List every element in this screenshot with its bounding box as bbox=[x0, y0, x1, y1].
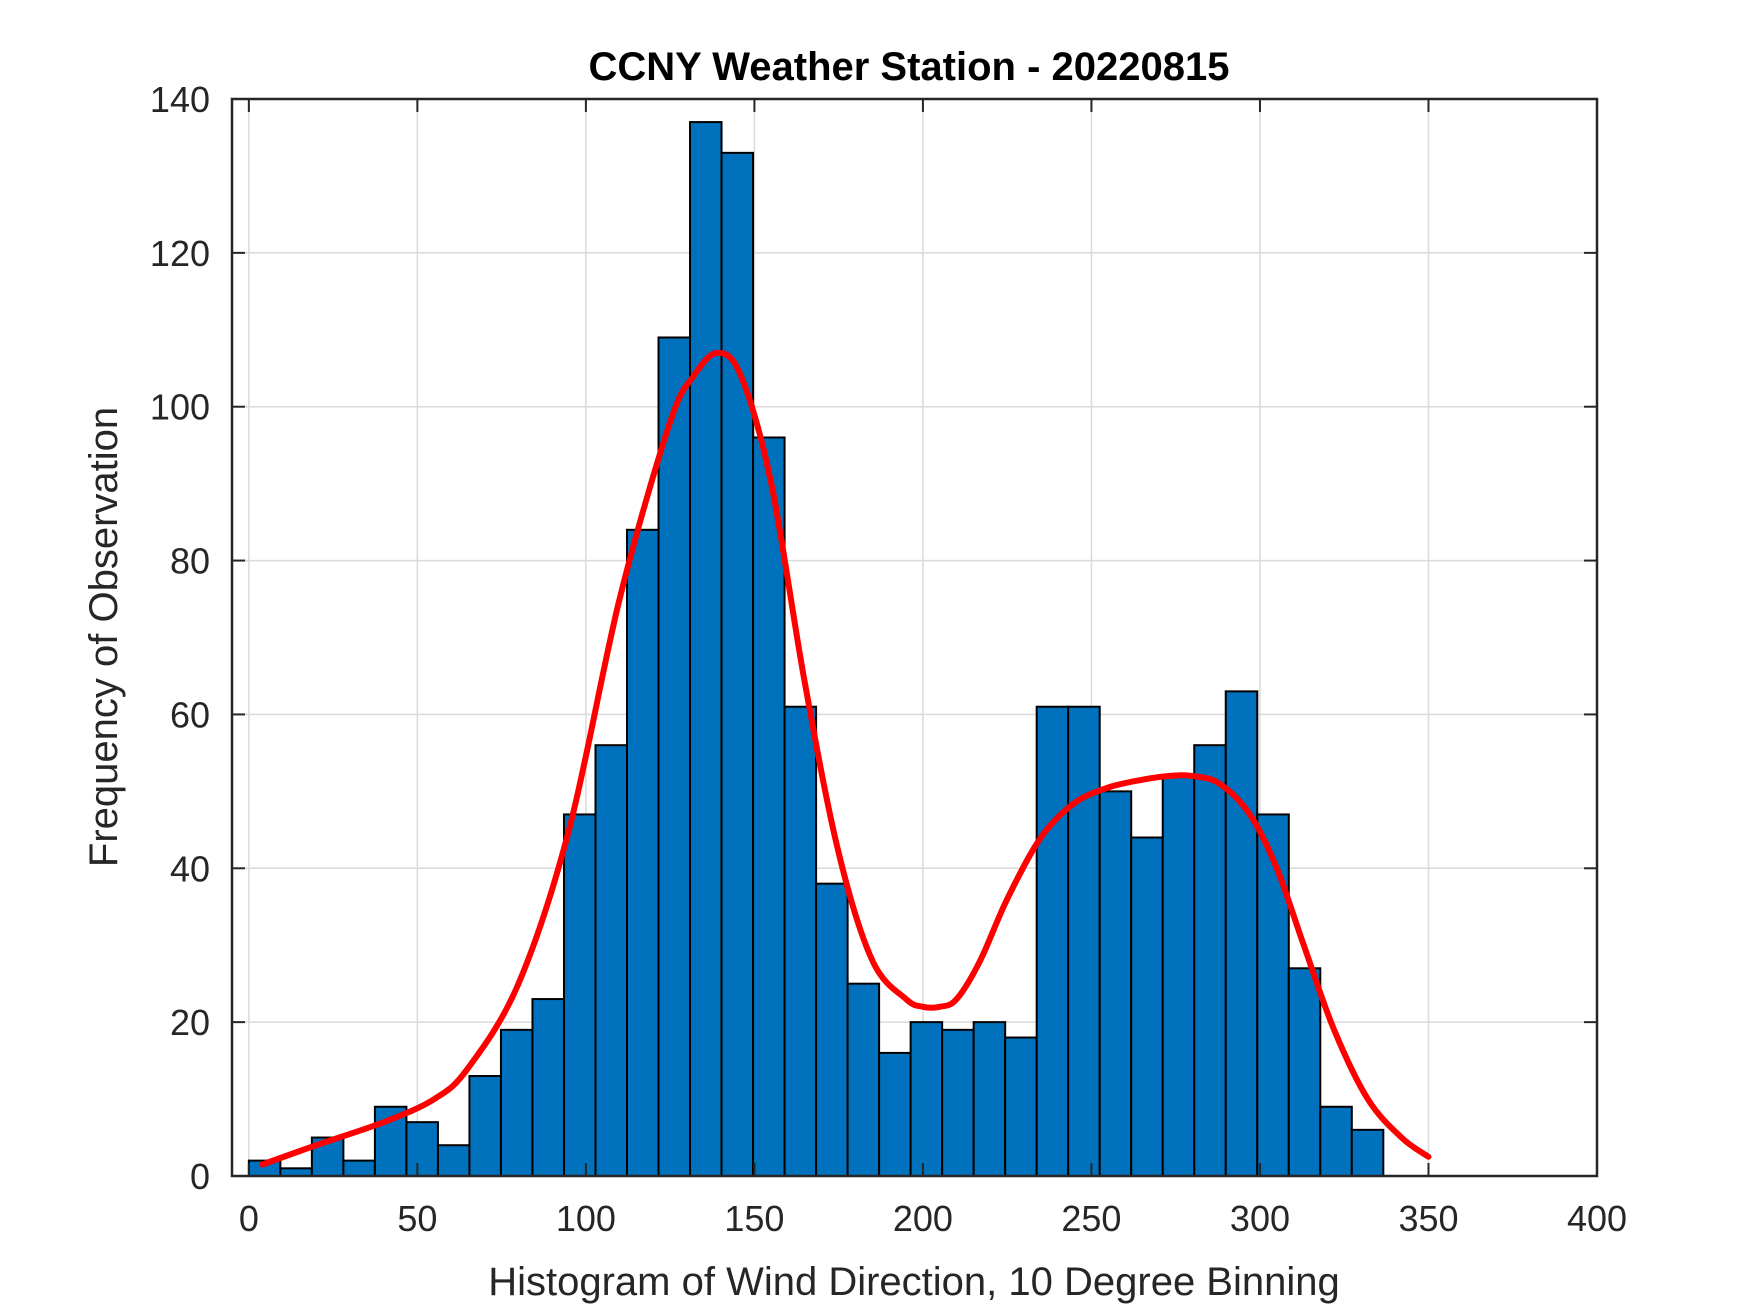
axes-box bbox=[230, 97, 1599, 1178]
histogram-bar bbox=[1004, 1036, 1038, 1177]
y-tick-label: 60 bbox=[170, 694, 210, 735]
y-tick-label: 120 bbox=[150, 233, 210, 274]
histogram-bar bbox=[972, 1021, 1007, 1178]
x-tick-label: 400 bbox=[1567, 1198, 1627, 1239]
histogram-bar bbox=[342, 1159, 376, 1177]
axis-ticks bbox=[232, 98, 1598, 1177]
histogram-bar bbox=[1319, 1105, 1353, 1177]
y-tick-label: 0 bbox=[190, 1156, 210, 1197]
histogram-bar bbox=[878, 1051, 912, 1178]
histogram-bar bbox=[405, 1121, 439, 1178]
histogram-bar bbox=[1350, 1128, 1385, 1178]
histogram-bar bbox=[783, 705, 818, 1177]
histogram-bar bbox=[1193, 744, 1227, 1177]
x-tick-label: 350 bbox=[1398, 1198, 1458, 1239]
x-tick-label: 200 bbox=[893, 1198, 953, 1239]
x-tick-label: 250 bbox=[1061, 1198, 1121, 1239]
y-tick-label: 20 bbox=[170, 1002, 210, 1043]
y-tick-labels: 0 20 40 60 80 100 120 140 bbox=[150, 79, 210, 1197]
histogram-bar bbox=[1130, 836, 1164, 1177]
histogram-bar bbox=[1067, 705, 1101, 1177]
y-axis-label: Frequency of Observation bbox=[82, 407, 126, 867]
y-tick-label: 100 bbox=[150, 387, 210, 428]
histogram-bar bbox=[1224, 690, 1259, 1177]
histogram-bar bbox=[594, 744, 629, 1177]
x-tick-labels: 0 50 100 150 200 250 300 350 400 bbox=[239, 1198, 1627, 1239]
histogram-bar bbox=[815, 882, 849, 1178]
histogram-bar bbox=[626, 528, 660, 1177]
histogram-bar bbox=[1098, 790, 1133, 1177]
x-tick-label: 0 bbox=[239, 1198, 259, 1239]
histogram-bar bbox=[846, 982, 881, 1178]
y-tick-label: 40 bbox=[170, 848, 210, 889]
fit-curve-line bbox=[259, 349, 1432, 1168]
x-tick-label: 50 bbox=[397, 1198, 437, 1239]
x-tick-label: 300 bbox=[1230, 1198, 1290, 1239]
histogram-bar bbox=[1161, 774, 1196, 1177]
x-tick-label: 100 bbox=[556, 1198, 616, 1239]
histogram-bar bbox=[720, 151, 755, 1178]
plot-area bbox=[232, 99, 1597, 1176]
histogram-bar bbox=[1256, 813, 1290, 1178]
histogram-bar bbox=[909, 1021, 944, 1178]
histogram-bar bbox=[689, 121, 723, 1177]
density-fit-curve bbox=[259, 349, 1432, 1168]
histogram-bar bbox=[436, 1144, 471, 1177]
x-tick-label: 150 bbox=[724, 1198, 784, 1239]
y-tick-label: 80 bbox=[170, 541, 210, 582]
histogram-bar bbox=[468, 1074, 502, 1177]
histogram-bar bbox=[1287, 967, 1322, 1177]
histogram-bar bbox=[657, 336, 692, 1177]
x-axis-label: Histogram of Wind Direction, 10 Degree B… bbox=[488, 1260, 1340, 1304]
y-tick-label: 140 bbox=[150, 79, 210, 120]
histogram-bar bbox=[531, 998, 565, 1177]
histogram-bar bbox=[941, 1028, 975, 1177]
histogram-bars bbox=[247, 121, 1385, 1178]
histogram-bar bbox=[499, 1028, 534, 1177]
chart-title: CCNY Weather Station - 20220815 bbox=[589, 45, 1230, 89]
histogram-bar bbox=[1035, 705, 1070, 1177]
histogram-bar bbox=[562, 813, 597, 1178]
